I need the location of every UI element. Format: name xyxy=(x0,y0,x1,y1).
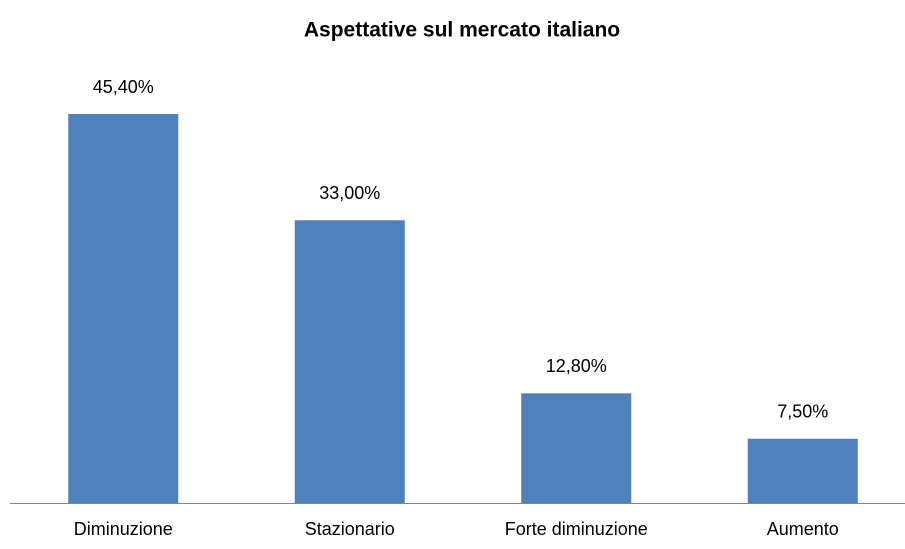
x-tick-label: Forte diminuzione xyxy=(505,519,648,539)
data-label: 7,50% xyxy=(777,401,828,421)
bar xyxy=(521,393,632,503)
x-tick-label: Aumento xyxy=(767,519,839,539)
bar xyxy=(747,438,858,503)
bar xyxy=(294,220,405,503)
data-label: 33,00% xyxy=(319,183,380,203)
chart-title: Aspettative sul mercato italiano xyxy=(304,19,620,42)
x-tick-label: Diminuzione xyxy=(74,519,173,539)
x-tick-label: Stazionario xyxy=(305,519,395,539)
data-label: 45,40% xyxy=(93,77,154,97)
bar xyxy=(68,114,179,503)
data-label: 12,80% xyxy=(546,356,607,376)
